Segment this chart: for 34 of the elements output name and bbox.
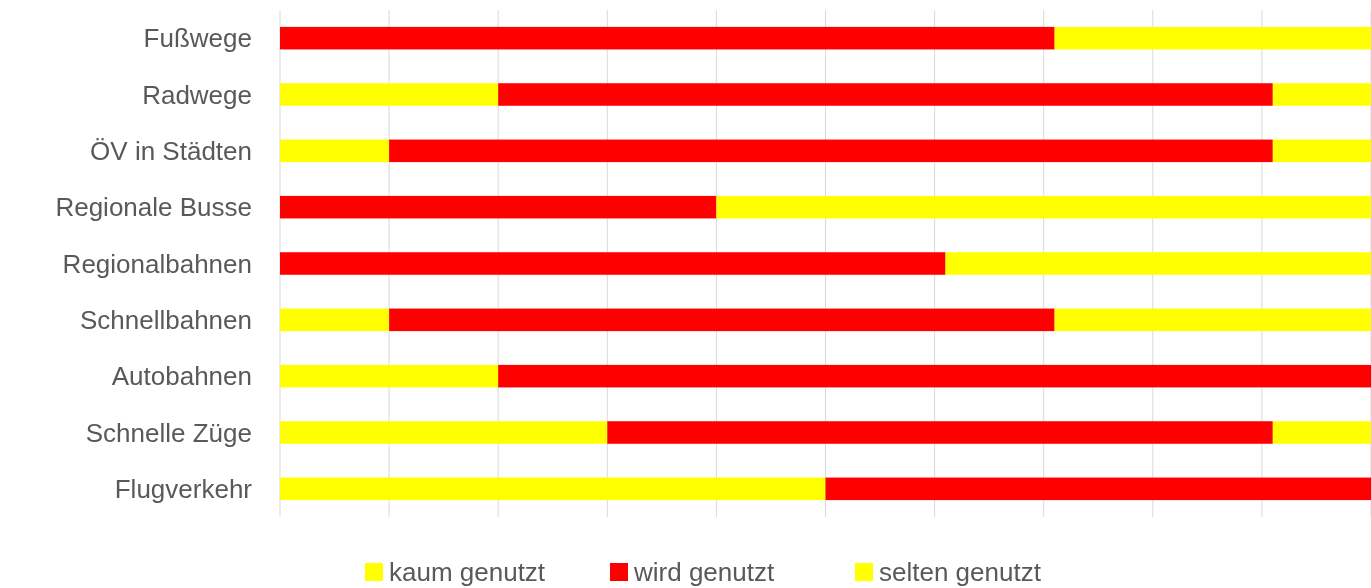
bar: [389, 139, 1273, 163]
bar: [280, 139, 390, 163]
y-tick-label: Schnellbahnen: [79, 304, 252, 335]
bar: [1272, 139, 1371, 163]
bar: [607, 421, 1273, 444]
bar: [389, 308, 1055, 332]
bar: [1272, 83, 1371, 106]
bar: [280, 26, 1055, 50]
bar: [945, 252, 1371, 275]
bar: [716, 195, 1371, 219]
y-tick-label: Regionale Busse: [55, 192, 252, 223]
bar: [280, 421, 608, 444]
y-tick-label: ÖV in Städten: [90, 135, 252, 166]
y-tick-label: Flugverkehr: [114, 473, 253, 504]
y-tick-label: Autobahnen: [111, 361, 252, 392]
bar: [280, 477, 826, 501]
bar: [498, 364, 1371, 388]
bar: [280, 83, 499, 106]
legend-label: kaum genutzt: [389, 557, 546, 588]
bar: [1272, 421, 1371, 444]
bar: [280, 195, 717, 219]
bar: [498, 83, 1273, 106]
bar: [280, 364, 499, 388]
legend-label: wird genutzt: [633, 557, 775, 588]
bar: [825, 477, 1371, 501]
y-tick-label: Regionalbahnen: [62, 248, 252, 279]
legend-label: selten genutzt: [879, 557, 1042, 588]
bar: [1054, 26, 1371, 50]
y-tick-label: Fußwege: [143, 23, 252, 54]
y-tick-label: Radwege: [142, 79, 252, 110]
bar: [280, 308, 390, 332]
bar: [1054, 308, 1371, 332]
y-tick-label: Schnelle Züge: [85, 417, 252, 448]
bar: [280, 252, 946, 275]
